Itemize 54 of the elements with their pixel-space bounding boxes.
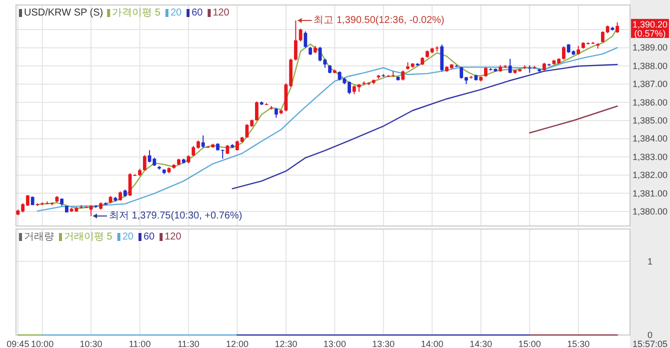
candlestick — [562, 46, 566, 60]
text: 1,390.20 (0.57%) — [632, 19, 668, 38]
legend-label: 60 — [192, 8, 204, 18]
y-tick-label: 1,380.00 — [632, 206, 668, 216]
legend-label: 가격이평 5 — [112, 8, 161, 18]
x-tick-label: 15:00 — [518, 339, 541, 348]
candlestick — [220, 149, 224, 160]
legend-label: 거래이평 5 — [64, 232, 113, 242]
candlestick — [616, 22, 620, 34]
y-tick-label: 1,385.00 — [632, 116, 668, 126]
y-tick-label: 1,387.00 — [632, 79, 668, 90]
x-tick-label: 15:30 — [567, 339, 590, 348]
legend-label: 60 — [143, 232, 156, 242]
line-series — [232, 64, 618, 190]
legend-label: 20 — [122, 232, 134, 242]
x-tick-label: 12:30 — [274, 339, 298, 348]
y-tick-label: 1,382.00 — [632, 170, 668, 180]
candlestick — [298, 28, 302, 42]
candlestick — [118, 190, 122, 202]
x-tick-label: 13:00 — [323, 339, 346, 348]
y-tick-label: 0 — [647, 330, 653, 340]
y-tick-label: 1 — [647, 256, 653, 266]
candlestick — [508, 58, 512, 74]
annotation: 최고 1,390.50(12:36, -0.02%) — [314, 14, 444, 26]
candlestick — [484, 66, 488, 78]
x-tick-label: 10:30 — [80, 339, 102, 348]
x-tick-label: 09:45 — [6, 339, 30, 348]
x-tick-label: 14:30 — [470, 339, 492, 348]
candlestick — [142, 154, 146, 172]
y-tick-label: 1,383.00 — [632, 152, 668, 162]
x-tick-label: 11:00 — [128, 339, 151, 348]
legend-label: 거래량 — [24, 232, 54, 242]
x-tick-label: 13:30 — [372, 339, 395, 348]
x-tick-label: 10:00 — [31, 339, 54, 348]
x-tick-label: 11:30 — [178, 339, 200, 348]
y-tick-label: 1,389.00 — [632, 42, 668, 53]
annotation: 최저 1,379.75(10:30, +0.76%) — [109, 210, 242, 222]
candlestick — [294, 20, 298, 61]
candlestick — [440, 44, 444, 72]
candlestick — [274, 107, 278, 118]
candlestick — [401, 70, 405, 81]
x-tick-label: 12:00 — [226, 339, 248, 348]
chart-title: USD/KRW SP (S) — [24, 8, 104, 18]
y-tick-label: 1,388.00 — [632, 60, 668, 71]
legend-label: 120 — [212, 8, 230, 18]
legend-label: 20 — [170, 8, 182, 18]
candlestick — [255, 100, 258, 121]
text: 15:57:05 — [632, 339, 668, 348]
legend-label: 120 — [164, 232, 182, 242]
x-tick-label: 14:00 — [420, 339, 444, 348]
candlestick — [201, 134, 205, 148]
y-tick-label: 1,381.00 — [632, 188, 668, 198]
y-tick-label: 1,386.00 — [632, 97, 668, 108]
y-tick-label: 1,384.00 — [632, 134, 668, 144]
